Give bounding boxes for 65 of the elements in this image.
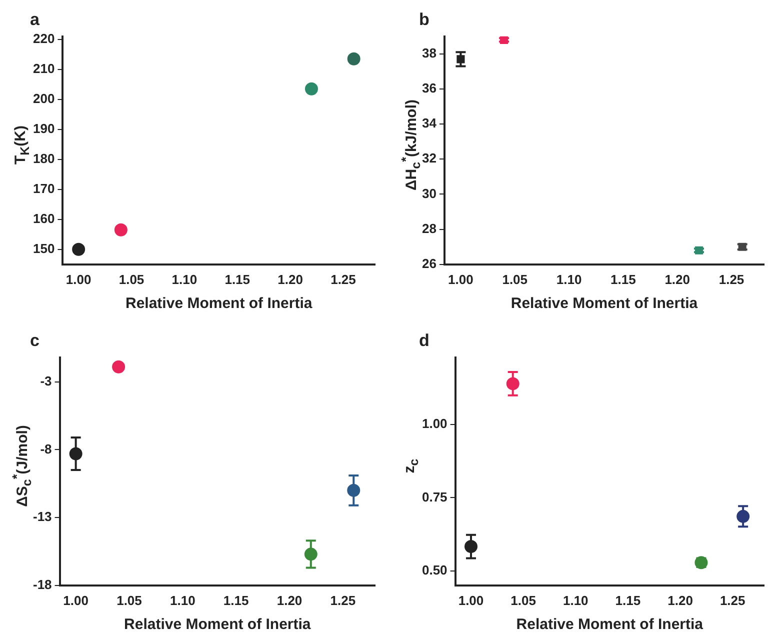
point <box>347 52 360 66</box>
point <box>72 242 86 256</box>
x-tick-label: 1.25 <box>330 272 356 287</box>
y-tick-label: 170 <box>32 180 55 196</box>
y-tick-label: 26 <box>422 256 436 271</box>
y-tick-label: -8 <box>40 441 52 456</box>
x-tick-label: 1.15 <box>615 592 641 608</box>
x-axis-title: Relative Moment of Inertia <box>125 295 313 312</box>
y-tick-label: 210 <box>32 60 55 76</box>
y-tick-label: 0.75 <box>422 489 448 504</box>
y-tick-label: 0.50 <box>422 562 448 578</box>
point <box>114 223 128 236</box>
point <box>112 360 126 374</box>
y-tick-label: -18 <box>32 576 52 592</box>
y-tick-label: -13 <box>32 509 52 524</box>
x-tick-label: 1.00 <box>448 272 474 287</box>
chart-title: a <box>30 10 40 29</box>
y-tick-label: 1.00 <box>422 416 448 432</box>
x-tick-label: 1.10 <box>562 592 588 608</box>
y-tick-label: 32 <box>422 150 436 166</box>
y-tick-label: 30 <box>422 186 436 201</box>
y-tick-label: 28 <box>422 220 436 236</box>
y-tick-label: 160 <box>32 210 55 226</box>
y-tick-label: 38 <box>422 46 436 61</box>
y-tick-label: 190 <box>32 120 55 136</box>
point <box>347 484 360 497</box>
x-tick-label: 1.25 <box>718 272 744 287</box>
chart-title: d <box>419 330 430 350</box>
x-tick-label: 1.05 <box>502 272 528 287</box>
y-tick-label: -3 <box>40 373 52 388</box>
x-tick-label: 1.00 <box>458 592 484 608</box>
y-tick-label: 36 <box>422 80 436 96</box>
x-tick-label: 1.25 <box>330 592 356 608</box>
y-tick-label: 220 <box>32 30 55 46</box>
x-axis-title: Relative Moment of Inertia <box>516 616 704 634</box>
y-tick-label: 200 <box>32 90 55 106</box>
x-tick-label: 1.00 <box>63 592 88 608</box>
point <box>736 510 750 523</box>
x-tick-label: 1.15 <box>224 272 250 287</box>
x-tick-label: 1.20 <box>664 272 690 287</box>
x-tick-label: 1.05 <box>510 592 536 608</box>
x-tick-label: 1.10 <box>172 272 198 287</box>
x-tick-label: 1.20 <box>668 592 693 608</box>
point <box>464 540 478 554</box>
x-tick-label: 1.15 <box>610 272 636 287</box>
point <box>69 447 82 460</box>
x-tick-label: 1.20 <box>276 592 302 608</box>
x-tick-label: 1.20 <box>278 272 303 287</box>
y-tick-label: 180 <box>32 150 55 166</box>
point <box>506 377 520 390</box>
x-tick-label: 1.10 <box>556 272 582 287</box>
x-tick-label: 1.25 <box>720 592 746 608</box>
x-tick-label: 1.15 <box>223 592 249 608</box>
x-axis-title: Relative Moment of Inertia <box>510 295 698 312</box>
chart-title: c <box>30 330 40 350</box>
chart-title: b <box>419 10 430 29</box>
x-tick-label: 1.00 <box>66 272 92 287</box>
x-axis-title: Relative Moment of Inertia <box>124 616 312 634</box>
x-tick-label: 1.05 <box>116 592 142 608</box>
x-tick-label: 1.10 <box>170 592 196 608</box>
x-tick-label: 1.05 <box>118 272 144 287</box>
point <box>304 82 318 96</box>
y-tick-label: 34 <box>422 116 438 131</box>
y-tick-label: 150 <box>32 240 55 256</box>
point <box>304 548 318 561</box>
